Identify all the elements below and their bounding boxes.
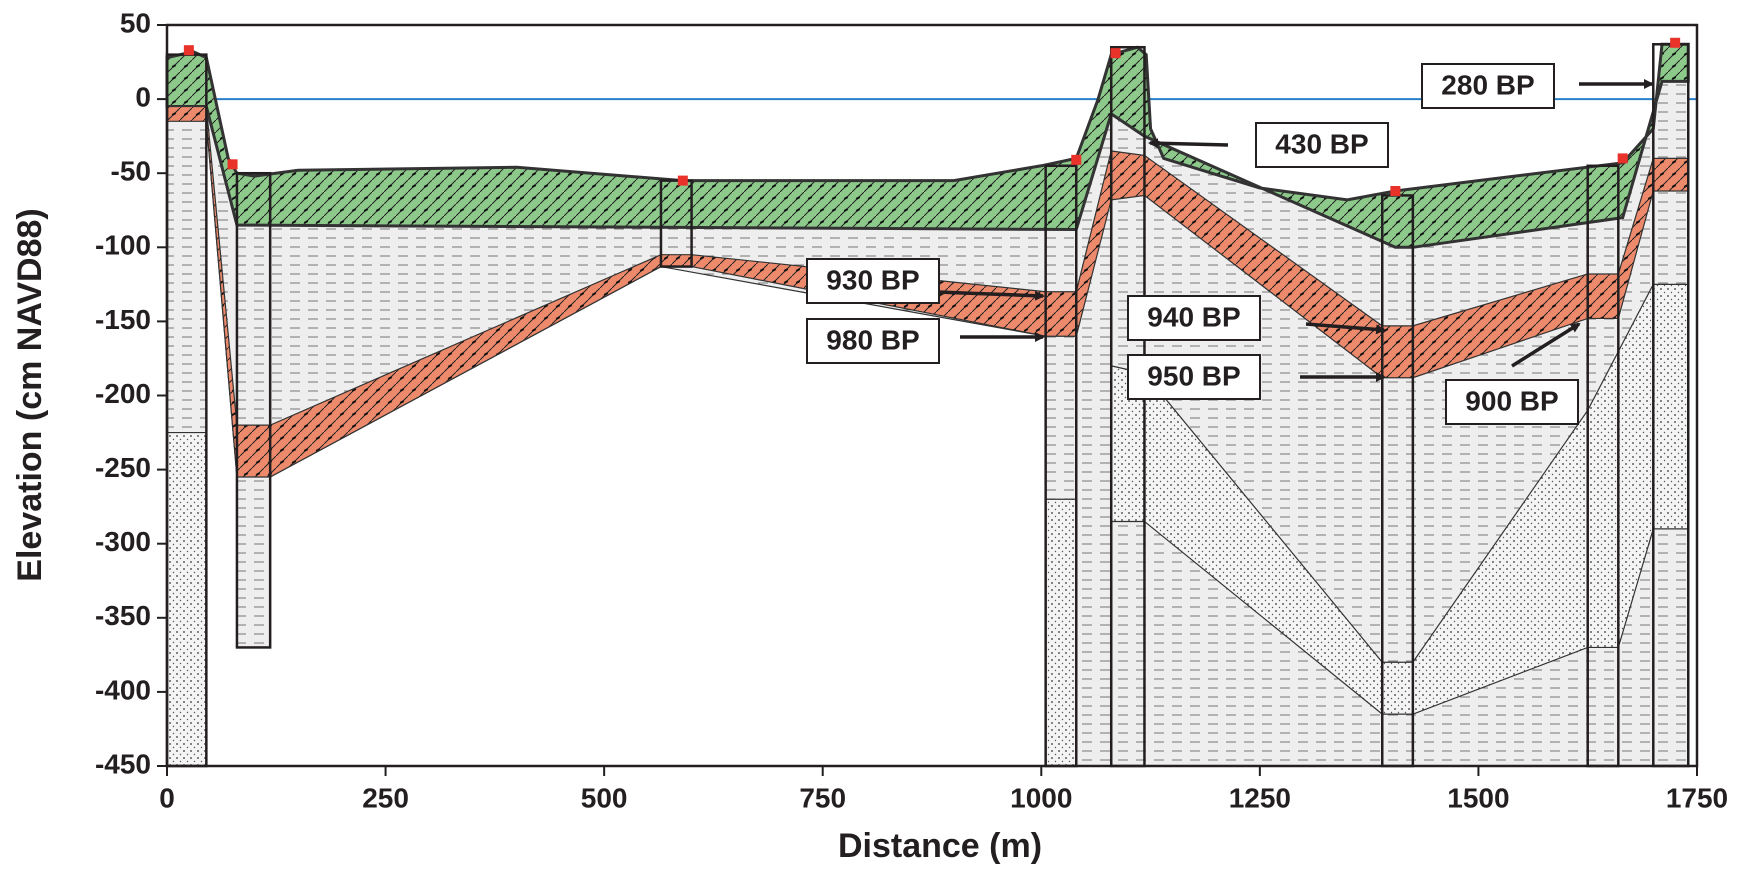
y-tick-label: -350 [95, 600, 151, 631]
sample-site [1071, 154, 1082, 165]
annotation-box [806, 258, 940, 304]
y-tick-label: -100 [95, 230, 151, 261]
sample-site [227, 159, 238, 170]
x-tick-label: 1250 [1229, 782, 1291, 813]
sample-site [1110, 48, 1121, 59]
annotation-box [1127, 295, 1261, 341]
y-tick-label: -50 [111, 156, 151, 187]
annotation-label: 430 BP [1275, 128, 1368, 159]
annotation-box [806, 318, 940, 364]
annotation: 950 BP [1127, 354, 1386, 400]
y-tick-label: -250 [95, 452, 151, 483]
y-tick-label: -200 [95, 378, 151, 409]
layer [166, 431, 207, 767]
annotation-arrow [936, 290, 1045, 301]
x-tick-label: 0 [159, 782, 175, 813]
y-tick-label: 0 [135, 81, 151, 112]
annotation-box [1127, 354, 1261, 400]
core [235, 171, 272, 649]
sample-site [1390, 185, 1401, 196]
layer [1110, 283, 1689, 715]
layer [1045, 498, 1077, 767]
y-tick-label: -450 [95, 748, 151, 779]
x-tick-label: 250 [362, 782, 409, 813]
sample-site [1617, 153, 1628, 164]
layer [1110, 283, 1689, 715]
annotation-box [1445, 379, 1579, 425]
layer [1045, 498, 1077, 767]
x-tick-label: 1000 [1010, 782, 1072, 813]
annotation: 430 BP [1148, 122, 1389, 168]
annotation: 940 BP [1127, 295, 1386, 341]
x-tick-label: 1750 [1666, 782, 1728, 813]
annotation-box [1421, 63, 1555, 109]
x-tick-label: 1500 [1447, 782, 1509, 813]
annotation-arrow [1305, 322, 1386, 335]
annotation-arrow [1148, 138, 1229, 149]
x-tick-label: 500 [581, 782, 628, 813]
layer [165, 42, 1690, 249]
annotation: 980 BP [806, 318, 1045, 364]
x-axis-title: Distance (m) [838, 827, 1042, 865]
core [659, 179, 693, 268]
y-tick-label: -400 [95, 674, 151, 705]
annotation: 280 BP [1421, 63, 1654, 109]
annotation-label: 930 BP [826, 264, 919, 295]
sample-site [1670, 37, 1681, 48]
x-tick-label: 750 [799, 782, 846, 813]
annotation-label: 980 BP [826, 324, 919, 355]
y-tick-label: -300 [95, 526, 151, 557]
y-axis-title: Elevation (cm NAVD88) [11, 208, 49, 581]
layer [165, 42, 1690, 249]
layer [166, 431, 207, 767]
y-tick-label: 50 [120, 7, 151, 38]
annotation: 930 BP [806, 258, 1045, 304]
y-tick-label: -150 [95, 304, 151, 335]
annotation-arrow [1511, 322, 1581, 368]
annotation-box [1255, 122, 1389, 168]
annotation-label: 940 BP [1147, 301, 1240, 332]
sample-site [183, 45, 194, 56]
sample-site [677, 175, 688, 186]
annotation: 900 BP [1445, 322, 1581, 425]
annotation-label: 900 BP [1465, 385, 1558, 416]
annotation-label: 950 BP [1147, 360, 1240, 391]
annotation-label: 280 BP [1441, 69, 1534, 100]
